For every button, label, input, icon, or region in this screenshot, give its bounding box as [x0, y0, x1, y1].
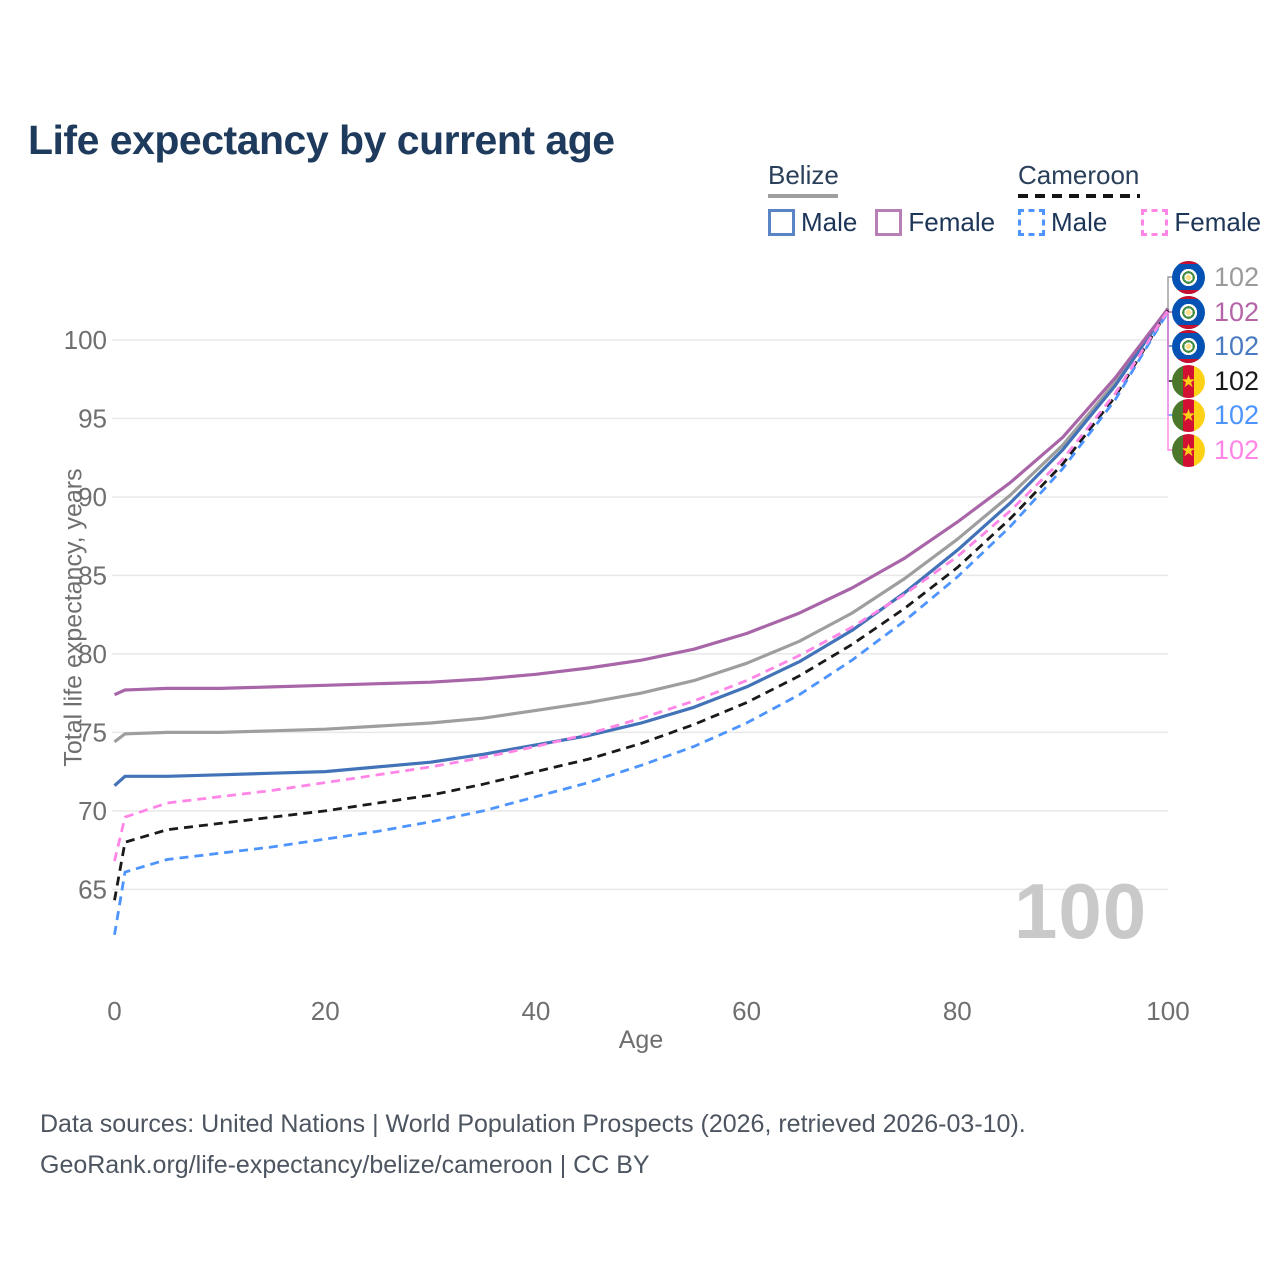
end-label-row: ★ 102	[1172, 397, 1259, 433]
end-label-value: 102	[1214, 261, 1260, 292]
cameroon-flag-icon: ★	[1172, 398, 1205, 432]
footer-url-line: GeoRank.org/life-expectancy/belize/camer…	[40, 1151, 650, 1179]
belize-female-swatch-icon	[875, 209, 903, 236]
end-label-row: 102	[1172, 294, 1259, 330]
end-label-value: 102	[1214, 330, 1260, 361]
legend-country-cameroon: Cameroon	[1018, 160, 1140, 190]
end-label-row: ★ 102	[1172, 363, 1259, 399]
end-label-value: 102	[1214, 399, 1260, 430]
cameroon-male-swatch-icon	[1018, 209, 1045, 236]
cameroon-female-swatch-icon	[1141, 209, 1169, 236]
x-tick-label-100: 100	[1146, 996, 1189, 1026]
belize-solid-line-sample	[768, 194, 838, 198]
star-icon: ★	[1180, 371, 1197, 391]
footer-sources-line: Data sources: United Nations | World Pop…	[40, 1110, 1026, 1138]
end-label-value: 102	[1214, 296, 1260, 327]
y-tick-label-70: 70	[78, 796, 107, 826]
y-tick-label-95: 95	[78, 403, 107, 433]
y-tick-label-100: 100	[64, 325, 107, 355]
legend-item-belize-female[interactable]: Female	[875, 207, 995, 238]
end-label-value: 102	[1214, 434, 1260, 465]
x-tick-label-20: 20	[311, 996, 340, 1026]
series-line-belize_both[interactable]	[113, 307, 1170, 744]
x-tick-label-0: 0	[107, 996, 121, 1026]
y-tick-label-75: 75	[78, 717, 107, 747]
legend-label: Male	[1051, 207, 1108, 237]
end-label-row: 102	[1172, 328, 1259, 364]
legend-country-belize: Belize	[768, 160, 839, 190]
y-tick-label-85: 85	[78, 560, 107, 590]
cameroon-flag-icon: ★	[1172, 364, 1205, 398]
legend-item-cameroon-female[interactable]: Female	[1141, 207, 1261, 238]
series-line-belize_male[interactable]	[113, 307, 1170, 787]
end-label-row: 102	[1172, 259, 1259, 295]
belize-flag-icon	[1172, 329, 1205, 363]
series-line-cameroon_female[interactable]	[113, 309, 1170, 862]
y-tick-label-65: 65	[78, 874, 107, 904]
series-line-belize_female[interactable]	[113, 307, 1170, 697]
legend-group-belize: Belize Male Female	[768, 160, 995, 238]
y-tick-label-90: 90	[78, 482, 107, 512]
x-tick-label-40: 40	[521, 996, 550, 1026]
belize-flag-icon	[1172, 260, 1205, 294]
legend-group-cameroon: Cameroon Male Female	[1018, 160, 1261, 238]
footer: Data sources: United Nations | World Pop…	[40, 1104, 1026, 1186]
cameroon-flag-icon: ★	[1172, 433, 1205, 467]
page-title: Life expectancy by current age	[28, 117, 615, 164]
x-tick-label-60: 60	[732, 996, 761, 1026]
legend-item-belize-male[interactable]: Male	[768, 207, 857, 238]
cameroon-dashed-line-sample	[1018, 194, 1140, 198]
y-axis-title: Total life expectancy, years	[59, 468, 88, 767]
end-label-row: ★ 102	[1172, 432, 1259, 468]
star-icon: ★	[1180, 440, 1197, 460]
legend-label: Female	[908, 207, 996, 237]
belize-flag-icon	[1172, 295, 1205, 329]
belize-male-swatch-icon	[768, 209, 795, 236]
x-axis-title: Age	[618, 1026, 664, 1054]
legend-label: Female	[1174, 207, 1262, 237]
legend-label: Male	[801, 207, 858, 237]
star-icon: ★	[1180, 405, 1197, 425]
series-line-cameroon_both[interactable]	[113, 309, 1170, 901]
series-line-cameroon_male[interactable]	[113, 310, 1170, 936]
x-tick-label-80: 80	[943, 996, 972, 1026]
end-label-value: 102	[1214, 365, 1260, 396]
legend-item-cameroon-male[interactable]: Male	[1018, 207, 1107, 238]
y-tick-label-80: 80	[78, 639, 107, 669]
year-watermark: 100	[1014, 867, 1148, 955]
